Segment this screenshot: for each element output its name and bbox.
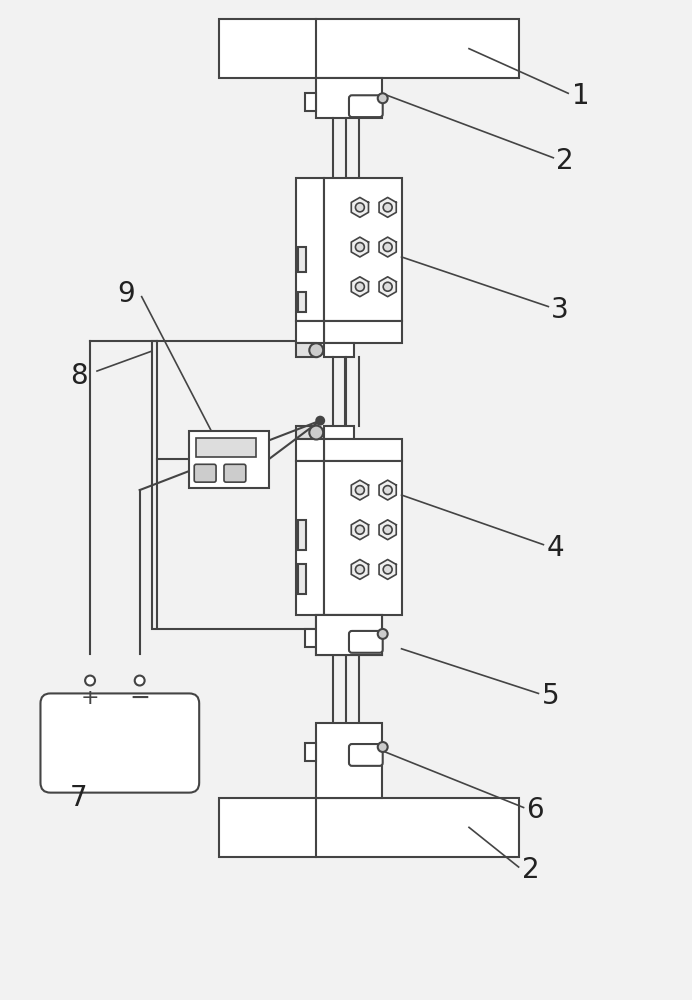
Circle shape xyxy=(356,282,365,291)
Text: 6: 6 xyxy=(527,796,544,824)
Circle shape xyxy=(356,565,365,574)
Circle shape xyxy=(383,282,392,291)
Text: 5: 5 xyxy=(541,682,559,710)
Circle shape xyxy=(378,93,388,103)
Circle shape xyxy=(383,243,392,252)
Bar xyxy=(296,321,324,343)
Circle shape xyxy=(383,565,392,574)
Text: 8: 8 xyxy=(70,362,88,390)
Bar xyxy=(324,426,354,439)
Circle shape xyxy=(85,676,95,685)
Bar xyxy=(219,798,518,857)
Bar xyxy=(219,19,518,78)
Polygon shape xyxy=(379,560,397,579)
Text: 4: 4 xyxy=(547,534,564,562)
Circle shape xyxy=(309,426,323,439)
Bar xyxy=(296,343,316,357)
FancyBboxPatch shape xyxy=(40,693,199,793)
Polygon shape xyxy=(379,197,397,217)
Text: −: − xyxy=(129,686,150,710)
Circle shape xyxy=(383,486,392,495)
FancyBboxPatch shape xyxy=(349,744,383,766)
Bar xyxy=(324,321,401,343)
Bar xyxy=(305,743,316,761)
Bar xyxy=(316,615,382,655)
Circle shape xyxy=(383,203,392,212)
Text: +: + xyxy=(81,688,100,708)
Bar xyxy=(305,93,316,111)
Bar xyxy=(152,341,345,629)
Polygon shape xyxy=(352,480,368,500)
Polygon shape xyxy=(352,197,368,217)
Bar xyxy=(305,629,316,647)
Polygon shape xyxy=(379,237,397,257)
Polygon shape xyxy=(352,277,368,297)
Bar xyxy=(324,178,401,321)
Circle shape xyxy=(356,203,365,212)
Polygon shape xyxy=(379,520,397,540)
Bar xyxy=(190,431,268,488)
Bar xyxy=(298,520,307,550)
Polygon shape xyxy=(379,480,397,500)
Bar xyxy=(298,292,307,312)
Circle shape xyxy=(378,742,388,752)
Bar xyxy=(316,78,382,118)
Bar xyxy=(298,247,307,272)
Circle shape xyxy=(356,486,365,495)
Text: 7: 7 xyxy=(70,784,88,812)
Circle shape xyxy=(316,416,325,426)
Bar xyxy=(324,461,401,615)
FancyBboxPatch shape xyxy=(194,464,216,482)
Bar xyxy=(197,438,256,457)
Bar xyxy=(296,439,324,461)
Bar xyxy=(296,461,324,615)
Bar xyxy=(316,615,382,655)
Bar xyxy=(298,564,307,594)
Polygon shape xyxy=(352,237,368,257)
Bar xyxy=(324,343,354,357)
Circle shape xyxy=(356,525,365,534)
Circle shape xyxy=(135,676,145,685)
Polygon shape xyxy=(379,277,397,297)
FancyBboxPatch shape xyxy=(349,95,383,117)
FancyBboxPatch shape xyxy=(349,631,383,653)
Text: 2: 2 xyxy=(522,856,539,884)
Text: 3: 3 xyxy=(552,296,569,324)
Circle shape xyxy=(378,629,388,639)
Polygon shape xyxy=(352,560,368,579)
Bar xyxy=(316,723,382,798)
FancyBboxPatch shape xyxy=(224,464,246,482)
Bar xyxy=(296,178,324,321)
Circle shape xyxy=(356,243,365,252)
Bar xyxy=(324,439,401,461)
Circle shape xyxy=(309,343,323,357)
Polygon shape xyxy=(352,520,368,540)
Text: 2: 2 xyxy=(556,147,574,175)
Text: 1: 1 xyxy=(572,82,590,110)
Circle shape xyxy=(383,525,392,534)
Text: 9: 9 xyxy=(117,280,135,308)
Bar xyxy=(296,426,316,439)
